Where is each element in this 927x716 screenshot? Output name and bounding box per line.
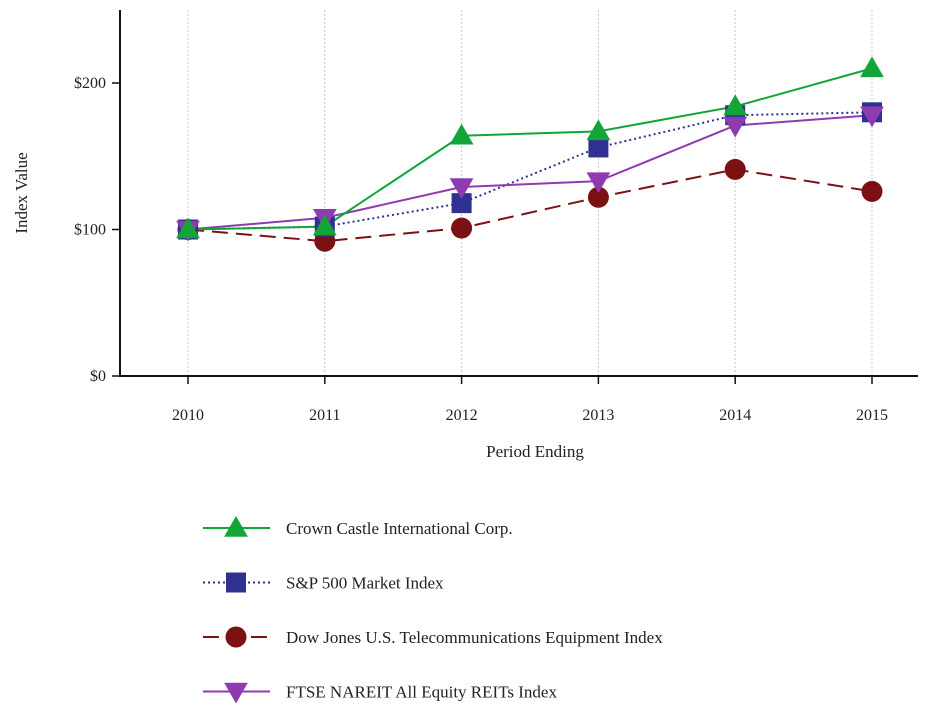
legend-label: S&P 500 Market Index bbox=[286, 574, 444, 593]
data-point bbox=[724, 158, 746, 180]
legend-marker bbox=[225, 626, 247, 648]
data-point bbox=[723, 116, 748, 138]
data-point bbox=[449, 178, 474, 200]
y-tick-label: $0 bbox=[90, 368, 106, 385]
x-tick-label: 2015 bbox=[856, 407, 888, 424]
series-line bbox=[187, 111, 873, 231]
series-layer bbox=[176, 56, 884, 252]
data-point bbox=[451, 217, 473, 239]
data-point bbox=[860, 106, 884, 128]
x-tick-label: 2010 bbox=[172, 407, 204, 424]
legend-label: Crown Castle International Corp. bbox=[286, 519, 513, 538]
legend-marker bbox=[226, 572, 246, 593]
x-axis-title: Period Ending bbox=[486, 442, 584, 461]
data-point bbox=[449, 123, 474, 145]
series-line bbox=[187, 114, 873, 231]
legend-label: FTSE NAREIT All Equity REITs Index bbox=[286, 683, 557, 702]
data-point bbox=[312, 214, 337, 236]
legend-item: Crown Castle International Corp. bbox=[203, 515, 513, 538]
x-tick-label: 2014 bbox=[719, 407, 751, 424]
y-axis-title: Index Value bbox=[12, 152, 31, 233]
data-point bbox=[587, 186, 609, 208]
data-point bbox=[723, 94, 748, 116]
x-tick-label: 2012 bbox=[446, 407, 478, 424]
y-tick-label: $100 bbox=[74, 222, 106, 239]
legend-item: FTSE NAREIT All Equity REITs Index bbox=[203, 682, 557, 704]
legend-label: Dow Jones U.S. Telecommunications Equipm… bbox=[286, 628, 663, 647]
data-point bbox=[860, 56, 884, 78]
x-tick-label: 2013 bbox=[582, 407, 614, 424]
legend-item: Dow Jones U.S. Telecommunications Equipm… bbox=[203, 626, 663, 648]
data-point bbox=[176, 217, 200, 239]
legend: Crown Castle International Corp. S&P 500 … bbox=[203, 515, 663, 704]
x-tick-label: 2011 bbox=[309, 407, 340, 424]
data-point bbox=[586, 119, 611, 141]
data-point bbox=[451, 193, 472, 214]
data-point bbox=[588, 137, 609, 158]
data-point bbox=[586, 172, 611, 194]
y-tick-label: $200 bbox=[74, 75, 106, 92]
data-point bbox=[861, 180, 883, 202]
series-line bbox=[187, 168, 873, 243]
grid-layer bbox=[187, 10, 873, 376]
legend-marker bbox=[224, 682, 248, 704]
legend-item: S&P 500 Market Index bbox=[203, 572, 444, 593]
series-line bbox=[187, 67, 873, 231]
legend-marker bbox=[224, 515, 248, 537]
axes-layer: $0 $100 $200 2010 2011 2012 2013 2014 2015 bbox=[74, 10, 918, 424]
